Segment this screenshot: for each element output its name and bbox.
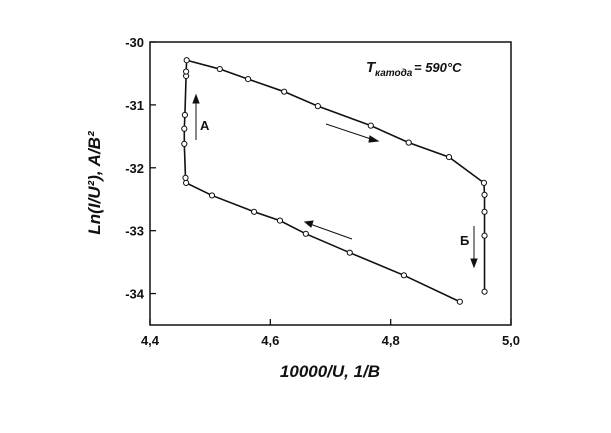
- data-point: [456, 298, 463, 305]
- arrow-head: [470, 258, 478, 269]
- data-line: [183, 59, 486, 303]
- y-tick-label: -30: [125, 35, 144, 50]
- x-tick-label: 4,4: [141, 333, 160, 348]
- data-point: [481, 288, 488, 295]
- arrow-head: [303, 220, 314, 228]
- x-tick-label: 4,8: [382, 333, 400, 348]
- data-point: [367, 122, 374, 129]
- direction-arrows: [192, 93, 478, 269]
- data-point: [302, 230, 309, 237]
- plot-frame: [149, 41, 512, 326]
- data-point: [481, 232, 488, 239]
- x-tick-label: 4,6: [261, 333, 279, 348]
- data-point: [244, 76, 252, 83]
- y-tick-label: -33: [125, 224, 144, 239]
- data-point: [208, 192, 216, 199]
- data-point: [183, 57, 190, 64]
- data-point: [445, 153, 453, 161]
- data-point: [481, 191, 488, 198]
- branch-label: А: [200, 118, 210, 133]
- data-point: [181, 125, 188, 132]
- x-axis-label: 10000/U, 1/B: [280, 362, 380, 381]
- annotation-text: = 590°C: [414, 60, 462, 75]
- y-tick-label: -34: [125, 287, 145, 302]
- data-point: [346, 249, 353, 256]
- data-point: [181, 140, 188, 147]
- temperature-annotation: T катода = 590°C: [366, 59, 462, 79]
- data-point: [281, 88, 288, 95]
- data-point: [183, 179, 190, 186]
- data-point: [250, 208, 258, 215]
- arrow-head: [192, 93, 200, 104]
- x-tick-label: 5,0: [502, 333, 520, 348]
- data-point: [182, 174, 189, 181]
- data-point: [481, 208, 488, 215]
- annotation-subscript: катода: [375, 68, 413, 79]
- data-point: [314, 103, 321, 110]
- y-axis-label: Ln(I/U²), A/B²: [85, 130, 104, 235]
- arrow: [325, 123, 375, 141]
- data-point: [216, 65, 223, 73]
- data-point: [183, 68, 190, 75]
- data-point: [400, 272, 408, 279]
- annotation-symbol: T: [366, 59, 377, 76]
- data-point: [405, 139, 412, 146]
- data-point: [480, 179, 488, 186]
- arrow-head: [368, 135, 380, 143]
- arrow: [309, 223, 353, 240]
- branch-label: Б: [460, 233, 469, 248]
- y-tick-label: -32: [125, 161, 144, 176]
- data-point: [181, 111, 188, 119]
- y-tick-label: -31: [125, 98, 144, 113]
- data-point: [276, 217, 284, 224]
